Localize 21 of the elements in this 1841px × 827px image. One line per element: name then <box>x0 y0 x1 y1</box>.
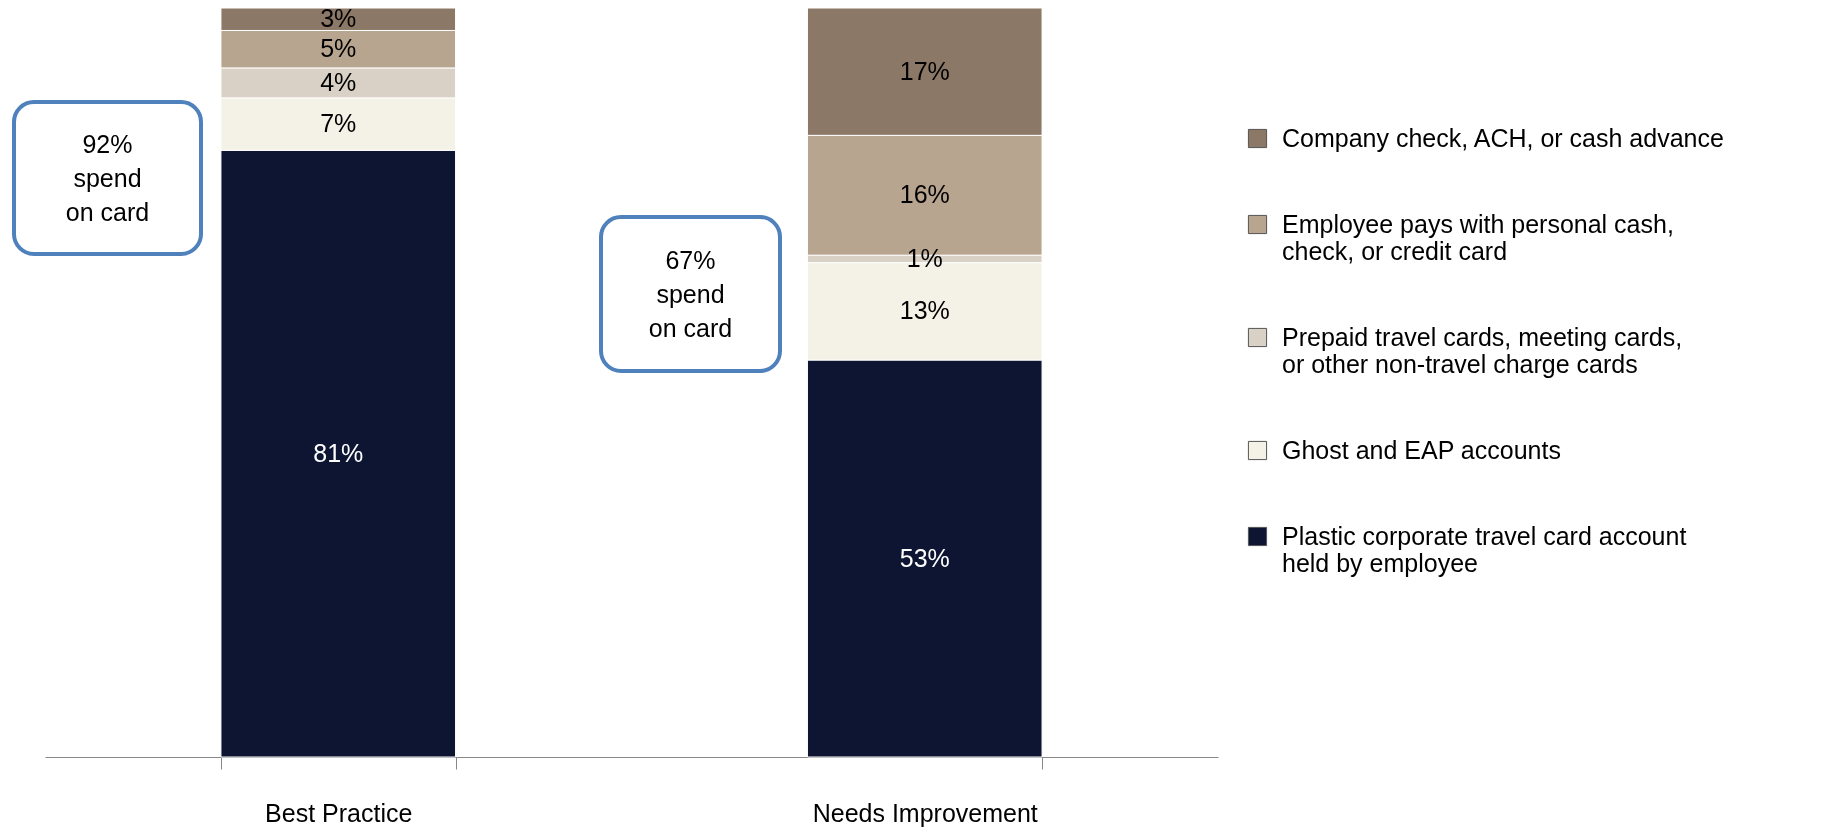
data-label: 1% <box>906 243 943 272</box>
legend-label: Company check, ACH, or cash advance <box>1282 123 1724 152</box>
legend-label: Employee pays with personal cash, check, or credit card <box>1282 209 1674 265</box>
data-label: 4% <box>320 67 357 96</box>
annotation: 92% spend on card <box>65 129 150 228</box>
data-label: 53% <box>899 543 950 572</box>
data-label: 5% <box>320 34 357 63</box>
legend-label: Ghost and EAP accounts <box>1282 435 1561 464</box>
x-tick-label: Needs Improvement <box>812 798 1038 827</box>
callout-box: 67% spend on card <box>599 215 782 373</box>
data-label: 17% <box>899 56 950 85</box>
data-label: 7% <box>320 109 357 138</box>
data-label: 81% <box>313 438 364 467</box>
annotation: 67% spend on card <box>648 245 733 344</box>
data-label: 3% <box>320 4 357 33</box>
data-label: 16% <box>899 180 950 209</box>
callout-box: 92% spend on card <box>12 100 203 256</box>
legend-label: Prepaid travel cards, meeting cards, or other non-travel charge cards <box>1282 322 1683 378</box>
legend-label: Plastic corporate travel card account held by employee <box>1282 521 1687 577</box>
x-tick-label: Best Practice <box>265 798 413 827</box>
data-label: 13% <box>899 296 950 325</box>
